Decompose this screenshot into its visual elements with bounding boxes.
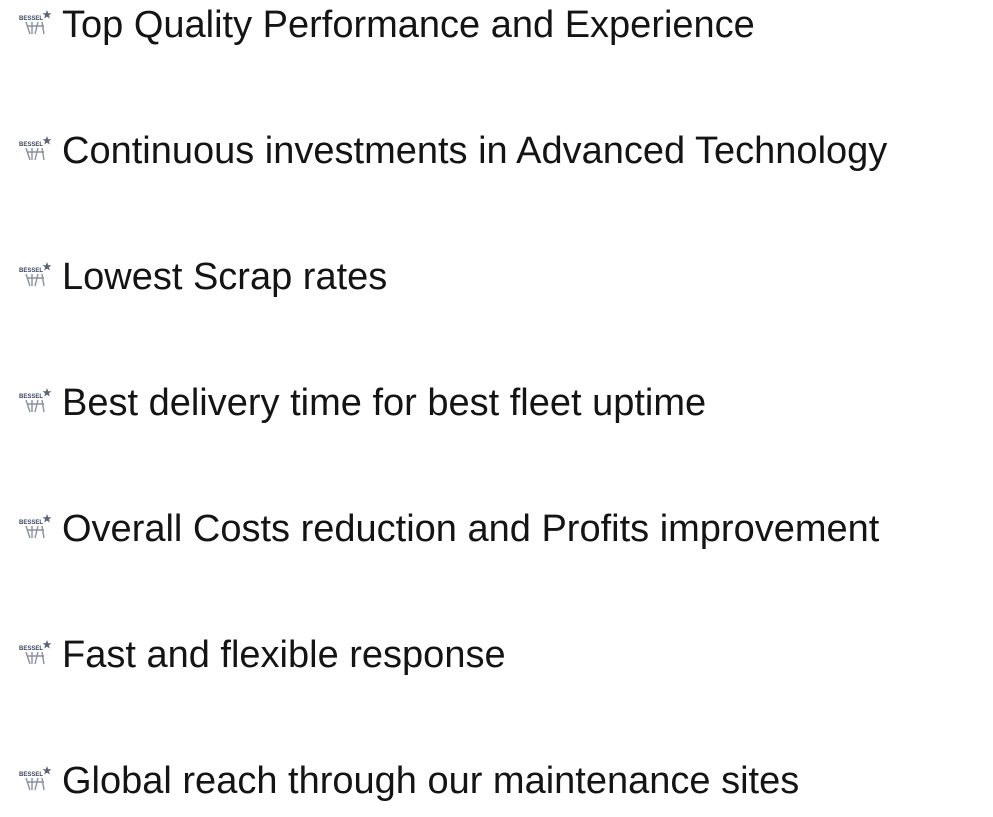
bullet-text: Global reach through our maintenance sit… xyxy=(62,760,800,802)
bullet-item: BESSEL Overall Costs reduction and Profit… xyxy=(18,504,879,554)
bullet-icon: BESSEL xyxy=(19,262,52,287)
bullet-text: Continuous investments in Advanced Techn… xyxy=(62,130,888,172)
bullet-icon: BESSEL xyxy=(19,136,52,161)
bullet-icon-text: BESSEL xyxy=(19,646,43,652)
bullet-text: Fast and flexible response xyxy=(62,634,506,676)
icon-star xyxy=(42,262,52,271)
bullet-item: BESSEL Global reach through our maintenan… xyxy=(18,756,799,806)
bullet-text: Lowest Scrap rates xyxy=(62,256,388,298)
bullet-item: BESSEL Fast and flexible response xyxy=(18,630,506,680)
bullet-icon-text: BESSEL xyxy=(19,520,43,526)
bullet-icon-text: BESSEL xyxy=(19,394,43,400)
bullet-text: Overall Costs reduction and Profits impr… xyxy=(62,508,880,550)
icon-figure xyxy=(25,525,45,539)
bullet-item: BESSEL Continuous investments in Advanced… xyxy=(18,126,887,176)
bullet-icon-text: BESSEL xyxy=(19,268,43,274)
bullet-item: BESSEL Best delivery time for best fleet … xyxy=(18,378,706,428)
icon-star xyxy=(42,514,52,523)
bullet-text: Best delivery time for best fleet uptime xyxy=(62,382,707,424)
icon-figure xyxy=(25,651,45,665)
bullet-icon: BESSEL xyxy=(19,766,52,791)
icon-star xyxy=(42,388,52,397)
bullet-icon: BESSEL xyxy=(19,388,52,413)
bullet-icon: BESSEL xyxy=(19,640,52,665)
icon-star xyxy=(42,766,52,775)
icon-star xyxy=(42,136,52,145)
icon-figure xyxy=(25,147,45,161)
icon-figure xyxy=(25,399,45,413)
icon-star xyxy=(42,640,52,649)
bullet-text: Top Quality Performance and Experience xyxy=(62,4,755,46)
icon-figure xyxy=(25,21,45,35)
icon-star xyxy=(42,10,52,19)
bullet-icon-text: BESSEL xyxy=(19,16,43,22)
bullet-icon-text: BESSEL xyxy=(19,142,43,148)
bullet-icon-text: BESSEL xyxy=(19,772,43,778)
bullet-item: BESSEL Top Quality Performance and Experi… xyxy=(18,0,755,50)
icon-figure xyxy=(25,273,45,287)
bullet-icon: BESSEL xyxy=(19,514,52,539)
icon-figure xyxy=(25,777,45,791)
bullet-icon: BESSEL xyxy=(19,10,52,35)
bullet-item: BESSEL Lowest Scrap rates xyxy=(18,252,387,302)
